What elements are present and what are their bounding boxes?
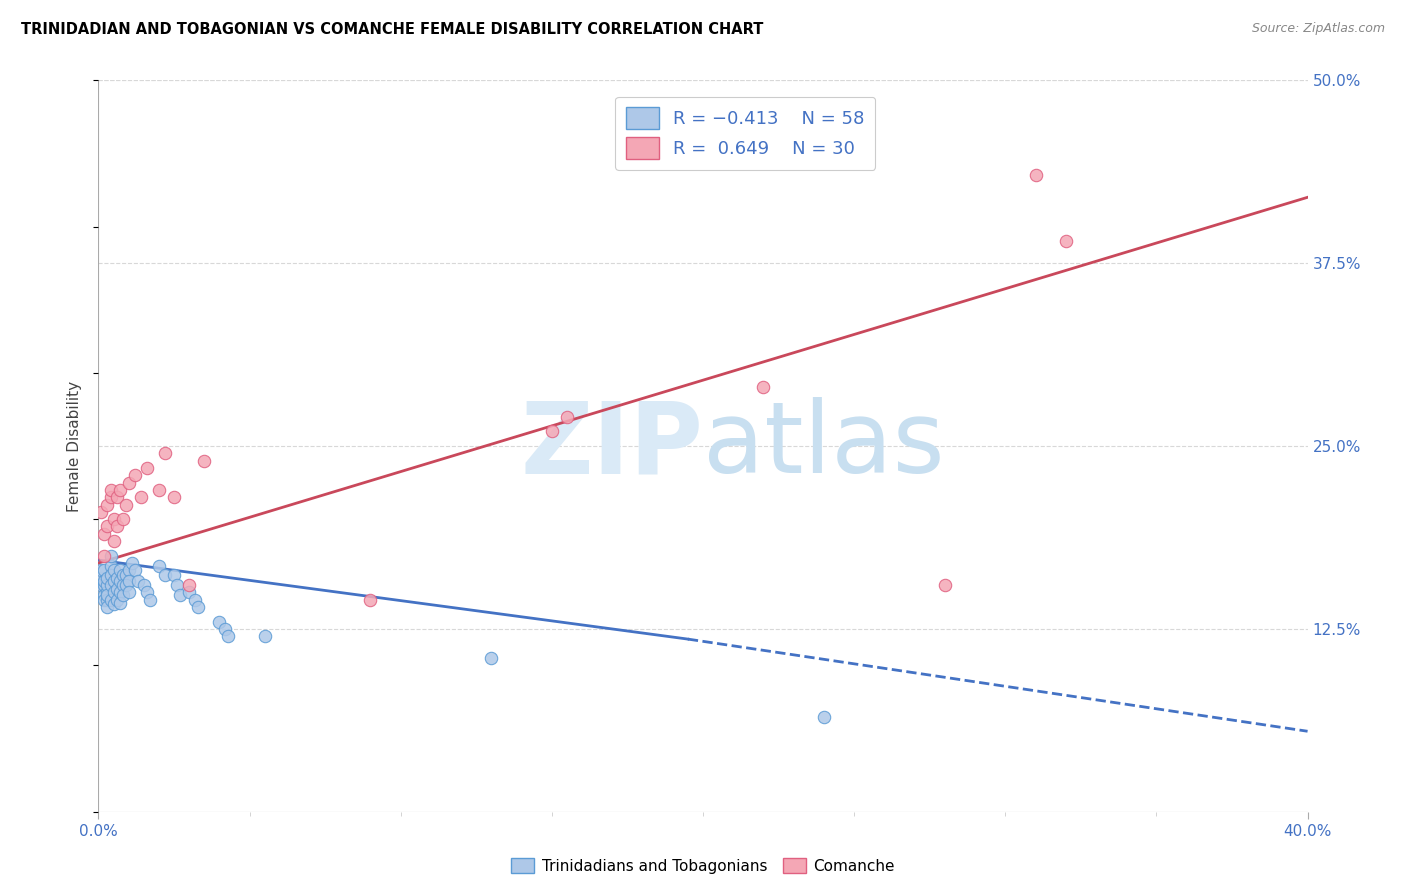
Point [93, 574, 115, 588]
Point [108, 585, 131, 599]
Point [214, 622, 236, 636]
Point [135, 461, 157, 475]
Point [153, 446, 176, 460]
Point [105, 582, 128, 597]
Point [111, 588, 134, 602]
Point [105, 571, 128, 585]
Point [103, 512, 125, 526]
Point [121, 556, 143, 570]
Point [118, 585, 141, 599]
Point [93, 588, 115, 602]
Point [114, 578, 136, 592]
Point [90, 563, 112, 577]
Point [114, 567, 136, 582]
Legend: R = −0.413    N = 58, R =  0.649    N = 30: R = −0.413 N = 58, R = 0.649 N = 30 [616, 96, 876, 169]
Point [103, 534, 125, 549]
Point [481, 651, 503, 665]
Point [105, 519, 128, 533]
Point [100, 483, 122, 497]
Point [93, 592, 115, 607]
Point [148, 483, 170, 497]
Point [179, 578, 201, 592]
Point [96, 592, 118, 607]
Point [118, 563, 141, 577]
Point [163, 490, 186, 504]
Point [108, 483, 131, 497]
Point [139, 592, 162, 607]
Point [118, 574, 141, 588]
Point [108, 574, 131, 588]
Point [208, 615, 231, 629]
Point [90, 571, 112, 585]
Legend: Trinidadians and Tobagonians, Comanche: Trinidadians and Tobagonians, Comanche [505, 852, 901, 880]
Text: TRINIDADIAN AND TOBAGONIAN VS COMANCHE FEMALE DISABILITY CORRELATION CHART: TRINIDADIAN AND TOBAGONIAN VS COMANCHE F… [21, 22, 763, 37]
Text: Source: ZipAtlas.com: Source: ZipAtlas.com [1251, 22, 1385, 36]
Point [96, 588, 118, 602]
Point [100, 558, 122, 573]
Point [1024, 169, 1046, 183]
Point [105, 592, 128, 607]
Point [100, 592, 122, 607]
Point [184, 592, 207, 607]
Point [813, 709, 835, 723]
Point [540, 425, 562, 439]
Y-axis label: Female Disability: Female Disability [67, 380, 83, 512]
Point [124, 563, 146, 577]
Point [153, 567, 176, 582]
Point [132, 578, 155, 592]
Point [217, 629, 239, 643]
Point [100, 567, 122, 582]
Point [96, 571, 118, 585]
Point [163, 567, 186, 582]
Point [96, 585, 118, 599]
Point [96, 498, 118, 512]
Point [96, 519, 118, 533]
Point [100, 578, 122, 592]
Point [555, 409, 578, 424]
Point [253, 629, 276, 643]
Point [96, 599, 118, 614]
Point [93, 563, 115, 577]
Point [90, 578, 112, 592]
Point [752, 380, 775, 394]
Point [90, 505, 112, 519]
Point [100, 549, 122, 563]
Point [187, 599, 209, 614]
Point [179, 585, 201, 599]
Point [166, 578, 188, 592]
Point [103, 597, 125, 611]
Point [169, 588, 191, 602]
Point [124, 468, 146, 483]
Point [114, 498, 136, 512]
Point [193, 453, 215, 467]
Point [118, 475, 141, 490]
Point [111, 512, 134, 526]
Point [1054, 234, 1077, 248]
Point [103, 585, 125, 599]
Point [111, 567, 134, 582]
Point [93, 578, 115, 592]
Point [934, 578, 956, 592]
Point [127, 574, 149, 588]
Point [111, 578, 134, 592]
Point [96, 578, 118, 592]
Point [103, 563, 125, 577]
Point [108, 595, 131, 609]
Point [105, 490, 128, 504]
Point [93, 549, 115, 563]
Point [148, 558, 170, 573]
Point [103, 574, 125, 588]
Point [100, 490, 122, 504]
Point [108, 563, 131, 577]
Text: ZIP: ZIP [520, 398, 703, 494]
Point [135, 585, 157, 599]
Point [93, 526, 115, 541]
Point [129, 490, 152, 504]
Text: atlas: atlas [703, 398, 945, 494]
Point [360, 592, 382, 607]
